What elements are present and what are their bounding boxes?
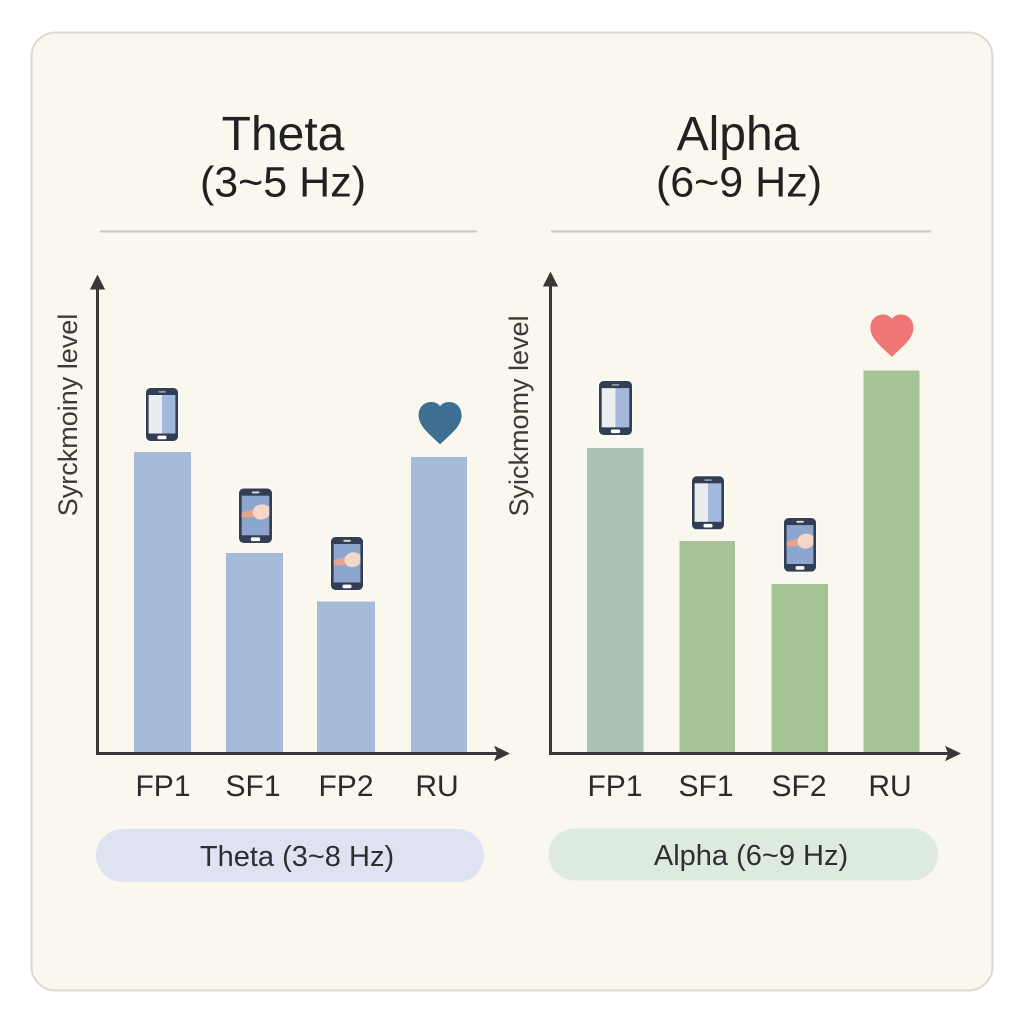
svg-text:Theta (3~8 Hz): Theta (3~8 Hz) — [200, 841, 394, 873]
svg-text:Theta: Theta — [222, 108, 345, 161]
svg-text:SF1: SF1 — [225, 770, 280, 803]
svg-text:RU: RU — [415, 770, 458, 803]
svg-text:Syickmomy level: Syickmomy level — [504, 315, 534, 516]
svg-text:RU: RU — [868, 770, 911, 803]
svg-text:Alpha: Alpha — [677, 108, 800, 161]
svg-text:(3~5 Hz): (3~5 Hz) — [200, 159, 366, 207]
svg-text:FP2: FP2 — [318, 770, 373, 803]
svg-text:FP1: FP1 — [135, 770, 190, 803]
svg-text:FP1: FP1 — [587, 770, 642, 803]
svg-text:(6~9 Hz): (6~9 Hz) — [656, 159, 822, 207]
svg-text:Alpha (6~9 Hz): Alpha (6~9 Hz) — [654, 840, 848, 872]
svg-text:SF2: SF2 — [771, 770, 826, 803]
svg-text:SF1: SF1 — [678, 770, 733, 803]
svg-text:Syrckmoiny level: Syrckmoiny level — [53, 314, 83, 517]
